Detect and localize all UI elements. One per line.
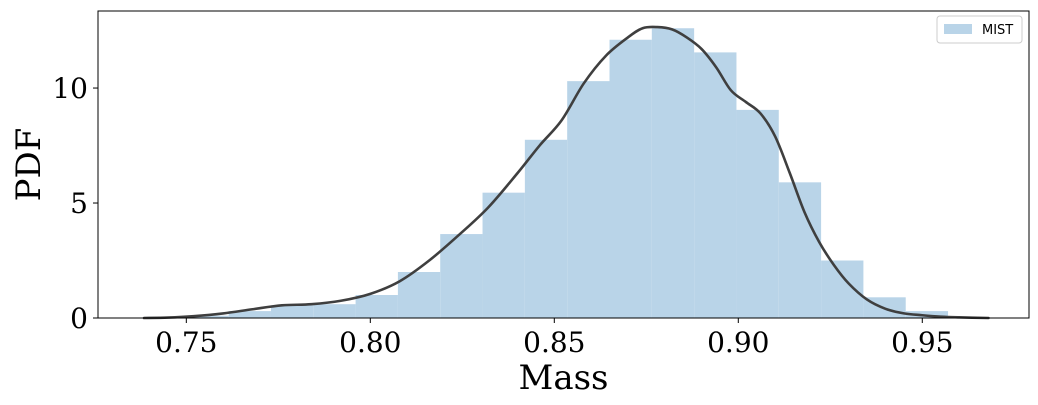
histogram-bar — [567, 81, 610, 318]
x-axis-ticks: 0.75 0.80 0.85 0.90 0.95 — [155, 318, 953, 359]
y-tick-label: 5 — [70, 187, 88, 220]
x-tick-label: 0.75 — [155, 326, 217, 359]
histogram-bar — [270, 305, 314, 318]
x-tick-label: 0.85 — [523, 326, 585, 359]
histogram-bars — [143, 28, 949, 319]
y-axis-label: PDF — [9, 128, 49, 202]
x-axis-label: Mass — [519, 358, 609, 398]
histogram-bar — [186, 315, 229, 318]
histogram-bar — [482, 192, 525, 318]
histogram-bar — [313, 304, 356, 318]
y-tick-label: 10 — [52, 72, 88, 105]
legend: MIST — [936, 15, 1023, 44]
histogram-bar — [524, 139, 568, 318]
histogram-bar — [651, 28, 695, 318]
legend-box — [936, 15, 1023, 44]
histogram-bar — [694, 52, 737, 319]
histogram-bar — [609, 39, 652, 318]
histogram-bar — [228, 311, 271, 318]
histogram-bar — [821, 260, 864, 318]
x-tick-label: 0.80 — [339, 326, 401, 359]
legend-swatch — [944, 24, 972, 34]
histogram-bar — [736, 109, 779, 318]
y-axis-ticks: 0 5 10 — [52, 72, 98, 335]
x-tick-label: 0.90 — [707, 326, 769, 359]
histogram-bar — [778, 182, 822, 318]
x-tick-label: 0.95 — [891, 326, 953, 359]
histogram-bar — [355, 295, 398, 318]
histogram-bar — [440, 234, 483, 318]
histogram-bar — [397, 272, 441, 318]
legend-label: MIST — [982, 23, 1013, 38]
y-tick-label: 0 — [70, 302, 88, 335]
plot-frame — [97, 10, 1030, 319]
kde-curve — [142, 25, 990, 320]
